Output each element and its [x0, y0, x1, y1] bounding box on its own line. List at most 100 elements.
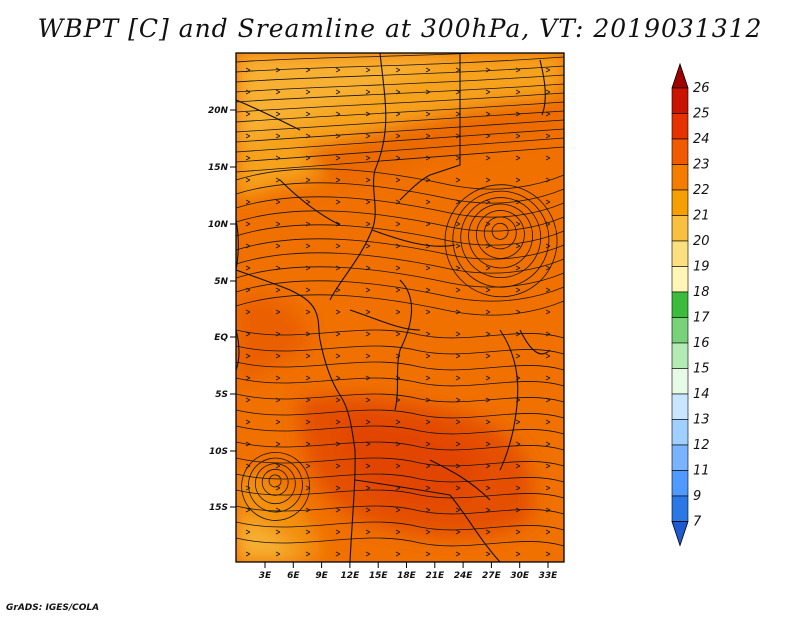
- streamline-arrow: [485, 287, 491, 293]
- streamline-arrow: [545, 287, 551, 293]
- streamline-arrow: [245, 287, 251, 293]
- streamline-arrow: [335, 419, 341, 425]
- streamline-arrow: [485, 265, 491, 271]
- streamline-arrow: [515, 551, 521, 557]
- streamline-arrow: [245, 551, 251, 557]
- streamline-arrow: [455, 529, 461, 535]
- streamline-arrow: [335, 353, 341, 359]
- lat-tick-label: 5S: [215, 390, 228, 400]
- streamline-arrow: [455, 243, 461, 249]
- lon-tick-label: 12E: [341, 571, 361, 581]
- lat-tick-label: EQ: [214, 333, 228, 343]
- map-frame: [235, 52, 565, 563]
- streamline-arrow: [455, 67, 461, 73]
- streamline-arrow: [305, 67, 311, 73]
- streamline-arrow: [425, 111, 431, 117]
- colorbar-label: 26: [693, 81, 710, 96]
- streamline-arrow: [365, 111, 371, 117]
- colorbar-label: 12: [693, 438, 710, 453]
- colorbar-segment: [671, 393, 689, 420]
- streamline-arrow: [515, 309, 521, 315]
- streamline-arrow: [485, 507, 491, 513]
- lon-tick-label: 18E: [397, 571, 417, 581]
- streamline-arrow: [335, 375, 341, 381]
- colorbar-segment: [671, 495, 689, 522]
- streamline-arrow: [485, 375, 491, 381]
- streamline-arrow: [335, 177, 341, 183]
- streamline-arrow: [395, 111, 401, 117]
- colorbar-label: 18: [693, 285, 710, 300]
- lon-tick-label: 30E: [510, 571, 530, 581]
- streamline-arrow: [305, 177, 311, 183]
- streamline: [468, 203, 533, 269]
- streamline-arrow: [365, 199, 371, 205]
- lat-tick-label: 5N: [214, 277, 228, 287]
- streamline-arrow: [425, 221, 431, 227]
- streamline-arrow: [425, 67, 431, 73]
- streamline-arrow: [335, 463, 341, 469]
- streamline-arrow: [515, 419, 521, 425]
- colorbar-label: 14: [693, 387, 710, 402]
- streamline-arrow: [305, 155, 311, 161]
- streamline-arrow: [455, 155, 461, 161]
- streamline-arrow: [245, 441, 251, 447]
- streamline-arrow: [395, 441, 401, 447]
- streamline-arrow: [455, 221, 461, 227]
- streamline: [236, 137, 564, 163]
- streamline: [236, 210, 564, 232]
- colorbar-label: 9: [693, 489, 701, 504]
- streamline-arrow: [545, 199, 551, 205]
- streamline-arrow: [275, 199, 281, 205]
- streamline: [236, 83, 564, 103]
- streamline-arrow: [515, 89, 521, 95]
- streamline-arrow: [395, 199, 401, 205]
- lat-tick-label: 15N: [208, 163, 229, 173]
- streamline: [476, 210, 525, 259]
- streamline-arrow: [245, 133, 251, 139]
- streamline: [236, 65, 564, 83]
- lon-tick-label: 3E: [259, 571, 272, 581]
- streamline-arrow: [485, 441, 491, 447]
- streamline-arrow: [395, 309, 401, 315]
- streamline-arrow: [275, 353, 281, 359]
- streamline-arrow: [455, 331, 461, 337]
- streamline: [236, 238, 564, 260]
- streamline-arrow: [245, 221, 251, 227]
- streamline-arrow: [425, 353, 431, 359]
- streamline-arrow: [335, 485, 341, 491]
- streamline-arrow: [395, 287, 401, 293]
- streamline-arrow: [485, 89, 491, 95]
- streamline-arrow: [335, 309, 341, 315]
- streamline-arrow: [515, 287, 521, 293]
- streamline-arrow: [545, 67, 551, 73]
- streamline-arrow: [365, 441, 371, 447]
- streamline-arrow: [515, 441, 521, 447]
- streamline-arrow: [425, 155, 431, 161]
- streamline-arrow: [305, 419, 311, 425]
- streamline-arrow: [425, 529, 431, 535]
- streamline-arrow: [275, 419, 281, 425]
- streamline-arrow: [545, 331, 551, 337]
- streamline-arrow: [515, 485, 521, 491]
- streamline-arrow: [275, 155, 281, 161]
- lon-tick-label: 6E: [287, 571, 300, 581]
- streamline-arrow: [245, 485, 251, 491]
- streamline-arrow: [365, 309, 371, 315]
- streamline-arrow: [365, 463, 371, 469]
- streamline: [236, 224, 564, 246]
- streamline-arrow: [485, 133, 491, 139]
- streamline-arrow: [335, 243, 341, 249]
- streamline: [236, 146, 564, 173]
- streamline-arrow: [395, 155, 401, 161]
- streamline-arrow: [425, 441, 431, 447]
- streamline-arrow: [455, 287, 461, 293]
- streamline-arrow: [425, 177, 431, 183]
- streamline-arrow: [365, 375, 371, 381]
- streamline-arrow: [395, 331, 401, 337]
- streamline-arrow: [485, 463, 491, 469]
- streamline-arrow: [365, 177, 371, 183]
- streamline-arrow: [275, 221, 281, 227]
- streamline-arrow: [245, 309, 251, 315]
- streamline-arrow: [365, 67, 371, 73]
- streamline-arrow: [485, 331, 491, 337]
